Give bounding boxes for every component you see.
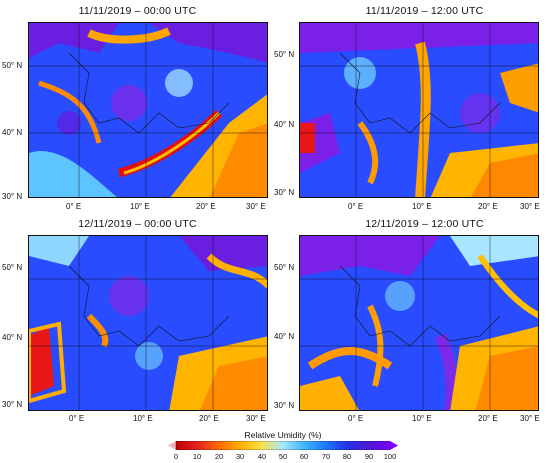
colorbar: Relative Umidity (%) 0 10 20 30 4	[168, 430, 398, 462]
map-panel-4: 12/11/2019 – 12:00 UTC 50° N 40° N 30° N…	[274, 213, 550, 428]
humidity-map-4	[299, 235, 539, 411]
panel-title-3: 12/11/2019 – 00:00 UTC	[78, 218, 197, 230]
lon-label-30: 30° E	[520, 202, 540, 211]
map-panel-1: 11/11/2019 – 00:00 UTC 50° N 40° N 30° N…	[0, 0, 275, 215]
lat-label-30: 30° N	[2, 192, 23, 201]
colorbar-tick: 20	[214, 452, 224, 461]
colorbar-tick: 10	[192, 452, 202, 461]
lon-label-30: 30° E	[520, 414, 540, 423]
lon-label-0: 0° E	[66, 202, 82, 211]
lon-label-10: 10° E	[133, 414, 153, 423]
lon-label-0: 0° E	[348, 414, 364, 423]
humidity-map-1	[28, 22, 268, 198]
colorbar-tick: 70	[321, 452, 331, 461]
lon-label-20: 20° E	[478, 414, 498, 423]
lat-label-40: 40° N	[2, 333, 23, 342]
lat-label-40: 40° N	[274, 332, 295, 341]
panel-title-4: 12/11/2019 – 12:00 UTC	[365, 218, 484, 230]
lon-label-10: 10° E	[412, 202, 432, 211]
colorbar-tick: 100	[383, 452, 397, 461]
lat-label-50: 50° N	[2, 263, 23, 272]
lon-label-0: 0° E	[69, 414, 85, 423]
colorbar-tick: 90	[364, 452, 374, 461]
lat-label-50: 50° N	[274, 50, 295, 59]
lon-label-20: 20° E	[196, 202, 216, 211]
lon-label-30: 30° E	[246, 202, 266, 211]
colorbar-tick: 40	[257, 452, 267, 461]
colorbar-gradient	[168, 441, 398, 450]
lat-label-50: 50° N	[2, 61, 23, 70]
lon-label-20: 20° E	[199, 414, 219, 423]
lon-label-20: 20° E	[478, 202, 498, 211]
lat-label-40: 40° N	[274, 120, 295, 129]
lon-label-10: 10° E	[412, 414, 432, 423]
lat-label-30: 30° N	[2, 400, 23, 409]
lat-label-40: 40° N	[2, 128, 23, 137]
panel-title-1: 11/11/2019 – 00:00 UTC	[78, 5, 197, 17]
panel-title-2: 11/11/2019 – 12:00 UTC	[365, 5, 484, 17]
lon-label-10: 10° E	[130, 202, 150, 211]
lon-label-30: 30° E	[246, 414, 266, 423]
colorbar-tick: 60	[299, 452, 309, 461]
humidity-map-2	[299, 22, 539, 198]
map-panel-2: 11/11/2019 – 12:00 UTC 50° N 40° N 30° N…	[274, 0, 550, 215]
lat-label-30: 30° N	[274, 188, 295, 197]
humidity-map-3	[28, 235, 268, 411]
colorbar-tick: 80	[342, 452, 352, 461]
lat-label-30: 30° N	[274, 401, 295, 410]
colorbar-ticks: 0 10 20 30 40 50 60 70 80 90 100	[168, 452, 398, 462]
colorbar-high-arrow	[390, 441, 398, 450]
colorbar-tick: 30	[235, 452, 245, 461]
colorbar-tick: 50	[278, 452, 288, 461]
lon-label-0: 0° E	[348, 202, 364, 211]
colorbar-tick: 0	[173, 452, 179, 461]
colorbar-title: Relative Umidity (%)	[244, 430, 322, 440]
colorbar-low-arrow	[168, 441, 176, 450]
lat-label-50: 50° N	[274, 263, 295, 272]
map-panel-3: 12/11/2019 – 00:00 UTC 50° N 40° N 30° N…	[0, 213, 275, 428]
